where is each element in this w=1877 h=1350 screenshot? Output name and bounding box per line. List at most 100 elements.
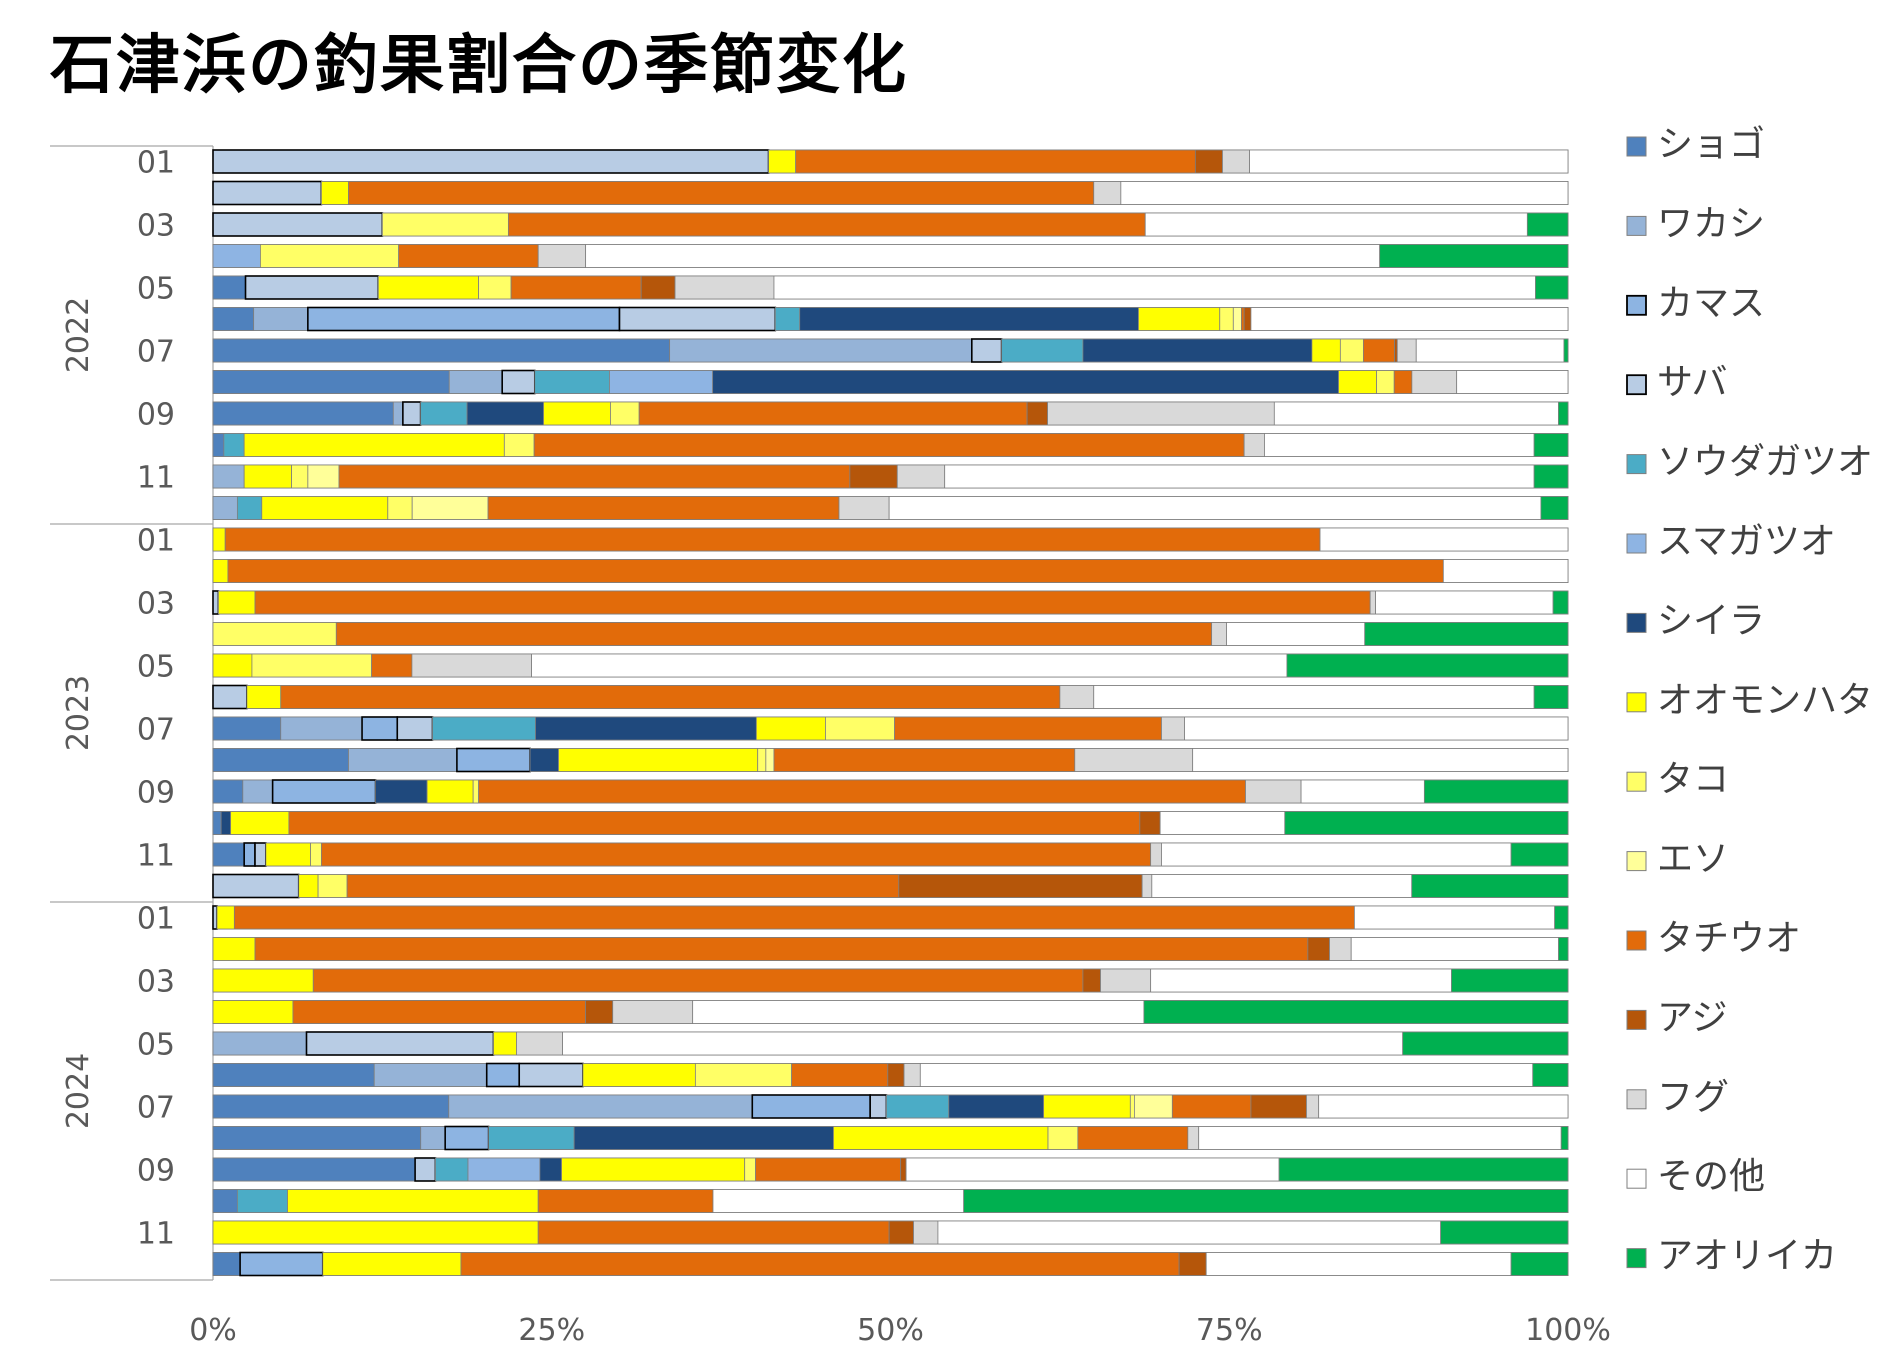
bar-segment-11 bbox=[487, 496, 840, 520]
bar-segment-8 bbox=[243, 464, 292, 489]
bar-segment-11 bbox=[320, 842, 1152, 867]
legend-swatch bbox=[1626, 215, 1647, 236]
bar-segment-9 bbox=[317, 874, 348, 898]
bar-segment-8 bbox=[298, 874, 319, 898]
bar-segment-1 bbox=[212, 1252, 241, 1276]
bar-segment-14 bbox=[1159, 811, 1286, 835]
bar-segment-9 bbox=[757, 748, 767, 772]
bar-segment-14 bbox=[562, 1031, 1404, 1056]
bar-segment-10 bbox=[1232, 307, 1242, 331]
bar-segment-11 bbox=[1362, 338, 1395, 363]
bar-segment-13 bbox=[1243, 433, 1265, 457]
bar-segment-12 bbox=[1026, 401, 1048, 426]
legend-label: アオリイカ bbox=[1657, 1236, 1837, 1277]
legend-label: タコ bbox=[1657, 759, 1729, 800]
bar-segment-15 bbox=[1558, 401, 1569, 426]
bar-segment-3 bbox=[307, 306, 621, 332]
bar-segment-15 bbox=[1278, 1157, 1569, 1182]
x-tick-label: 50% bbox=[857, 1313, 924, 1348]
month-tick-label: 03 bbox=[137, 209, 175, 244]
bar-segment-1 bbox=[212, 1157, 416, 1182]
bar-segment-6 bbox=[609, 370, 714, 394]
bar-segment-1 bbox=[212, 779, 244, 804]
bar-segment-11 bbox=[348, 181, 1095, 205]
bar-segment-12 bbox=[640, 275, 676, 300]
bar-segment-8 bbox=[426, 779, 474, 804]
bar-segment-8 bbox=[261, 496, 389, 520]
bar-segment-13 bbox=[838, 496, 890, 520]
bar-segment-13 bbox=[1369, 590, 1376, 615]
x-tick-label: 75% bbox=[1196, 1313, 1263, 1348]
bar-segment-11 bbox=[398, 244, 539, 268]
bar-segment-15 bbox=[1379, 244, 1569, 268]
bar-segment-8 bbox=[287, 1189, 539, 1213]
bar-segment-11 bbox=[233, 905, 1355, 930]
bar-segment-4 bbox=[501, 369, 536, 395]
bar-segment-12 bbox=[1178, 1252, 1207, 1276]
bar-segment-12 bbox=[898, 874, 1143, 898]
bar-segment-15 bbox=[1510, 842, 1569, 867]
bar-segment-5 bbox=[886, 1094, 950, 1119]
bar-segment-11 bbox=[335, 622, 1213, 646]
bar-segment-4 bbox=[518, 1062, 584, 1088]
bar-segment-8 bbox=[212, 527, 226, 552]
month-tick-label: 07 bbox=[137, 335, 175, 370]
bar-segment-2 bbox=[212, 464, 245, 489]
bar-segment-13 bbox=[1211, 622, 1227, 646]
bar-segment-14 bbox=[692, 1000, 1145, 1024]
legend-swatch bbox=[1626, 692, 1647, 713]
bar-segment-12 bbox=[888, 1220, 914, 1245]
bar-segment-15 bbox=[1533, 433, 1569, 457]
bar-segment-13 bbox=[1141, 874, 1153, 898]
bar-segment-10 bbox=[1134, 1094, 1173, 1119]
bar-segment-14 bbox=[1318, 1094, 1569, 1119]
bar-segment-9 bbox=[472, 779, 479, 804]
bar-segment-13 bbox=[903, 1063, 921, 1087]
bar-segment-11 bbox=[510, 275, 642, 300]
bar-segment-14 bbox=[1198, 1126, 1562, 1150]
year-tick-labels: 2022 2023 2024 bbox=[61, 297, 96, 1129]
bar-segment-4 bbox=[414, 1157, 437, 1182]
bar-segment-15 bbox=[1286, 653, 1569, 678]
bar-segment-14 bbox=[1093, 685, 1535, 709]
legend-label: フグ bbox=[1657, 1077, 1729, 1118]
bar-segment-15 bbox=[1540, 496, 1569, 520]
legend-label: ソウダガツオ bbox=[1657, 442, 1873, 483]
bar-segment-14 bbox=[585, 244, 1381, 268]
bar-segment-7 bbox=[535, 716, 757, 741]
bar-segment-11 bbox=[227, 559, 1444, 583]
bar-segment-15 bbox=[1364, 622, 1569, 646]
bar-segment-8 bbox=[246, 685, 282, 709]
legend-swatch bbox=[1626, 1089, 1647, 1110]
bar-segment-2 bbox=[448, 1094, 753, 1119]
bar-segment-13 bbox=[1093, 181, 1122, 205]
bar-segment-5 bbox=[236, 1189, 288, 1213]
bar-segment-14 bbox=[712, 1189, 965, 1213]
bar-segment-15 bbox=[1558, 937, 1569, 961]
bar-segment-11 bbox=[791, 1063, 889, 1087]
legend-label: カマス bbox=[1657, 283, 1765, 324]
legend-swatch bbox=[1626, 851, 1647, 872]
bar-segment-13 bbox=[1222, 149, 1250, 174]
bar-segment-10 bbox=[307, 464, 340, 489]
bar-segment-15 bbox=[1510, 1252, 1569, 1276]
month-tick-labels: 01 03 05 07 09 11 01 03 05 07 09 11 01 03 05 07 09 11 bbox=[137, 146, 175, 1252]
bar-segment-11 bbox=[533, 433, 1245, 457]
bar-segment-13 bbox=[537, 244, 587, 268]
bar-segment-5 bbox=[435, 1157, 469, 1182]
bar-segment-7 bbox=[948, 1094, 1045, 1119]
month-tick-label: 01 bbox=[137, 524, 175, 559]
plot-frame bbox=[50, 145, 214, 1281]
legend-swatch bbox=[1626, 1248, 1647, 1269]
bar-segment-4 bbox=[212, 905, 218, 930]
bar-segment-3 bbox=[751, 1094, 871, 1119]
legend-label: サバ bbox=[1657, 362, 1728, 403]
bar-segment-11 bbox=[288, 811, 1141, 835]
bar-segment-9 bbox=[503, 433, 535, 457]
year-tick-label: 2022 bbox=[61, 297, 96, 373]
bar-segment-14 bbox=[1264, 433, 1535, 457]
bar-segment-2 bbox=[420, 1126, 446, 1150]
bar-segment-13 bbox=[674, 275, 775, 300]
bar-segment-15 bbox=[1552, 590, 1569, 615]
bar-segment-8 bbox=[1043, 1094, 1131, 1119]
